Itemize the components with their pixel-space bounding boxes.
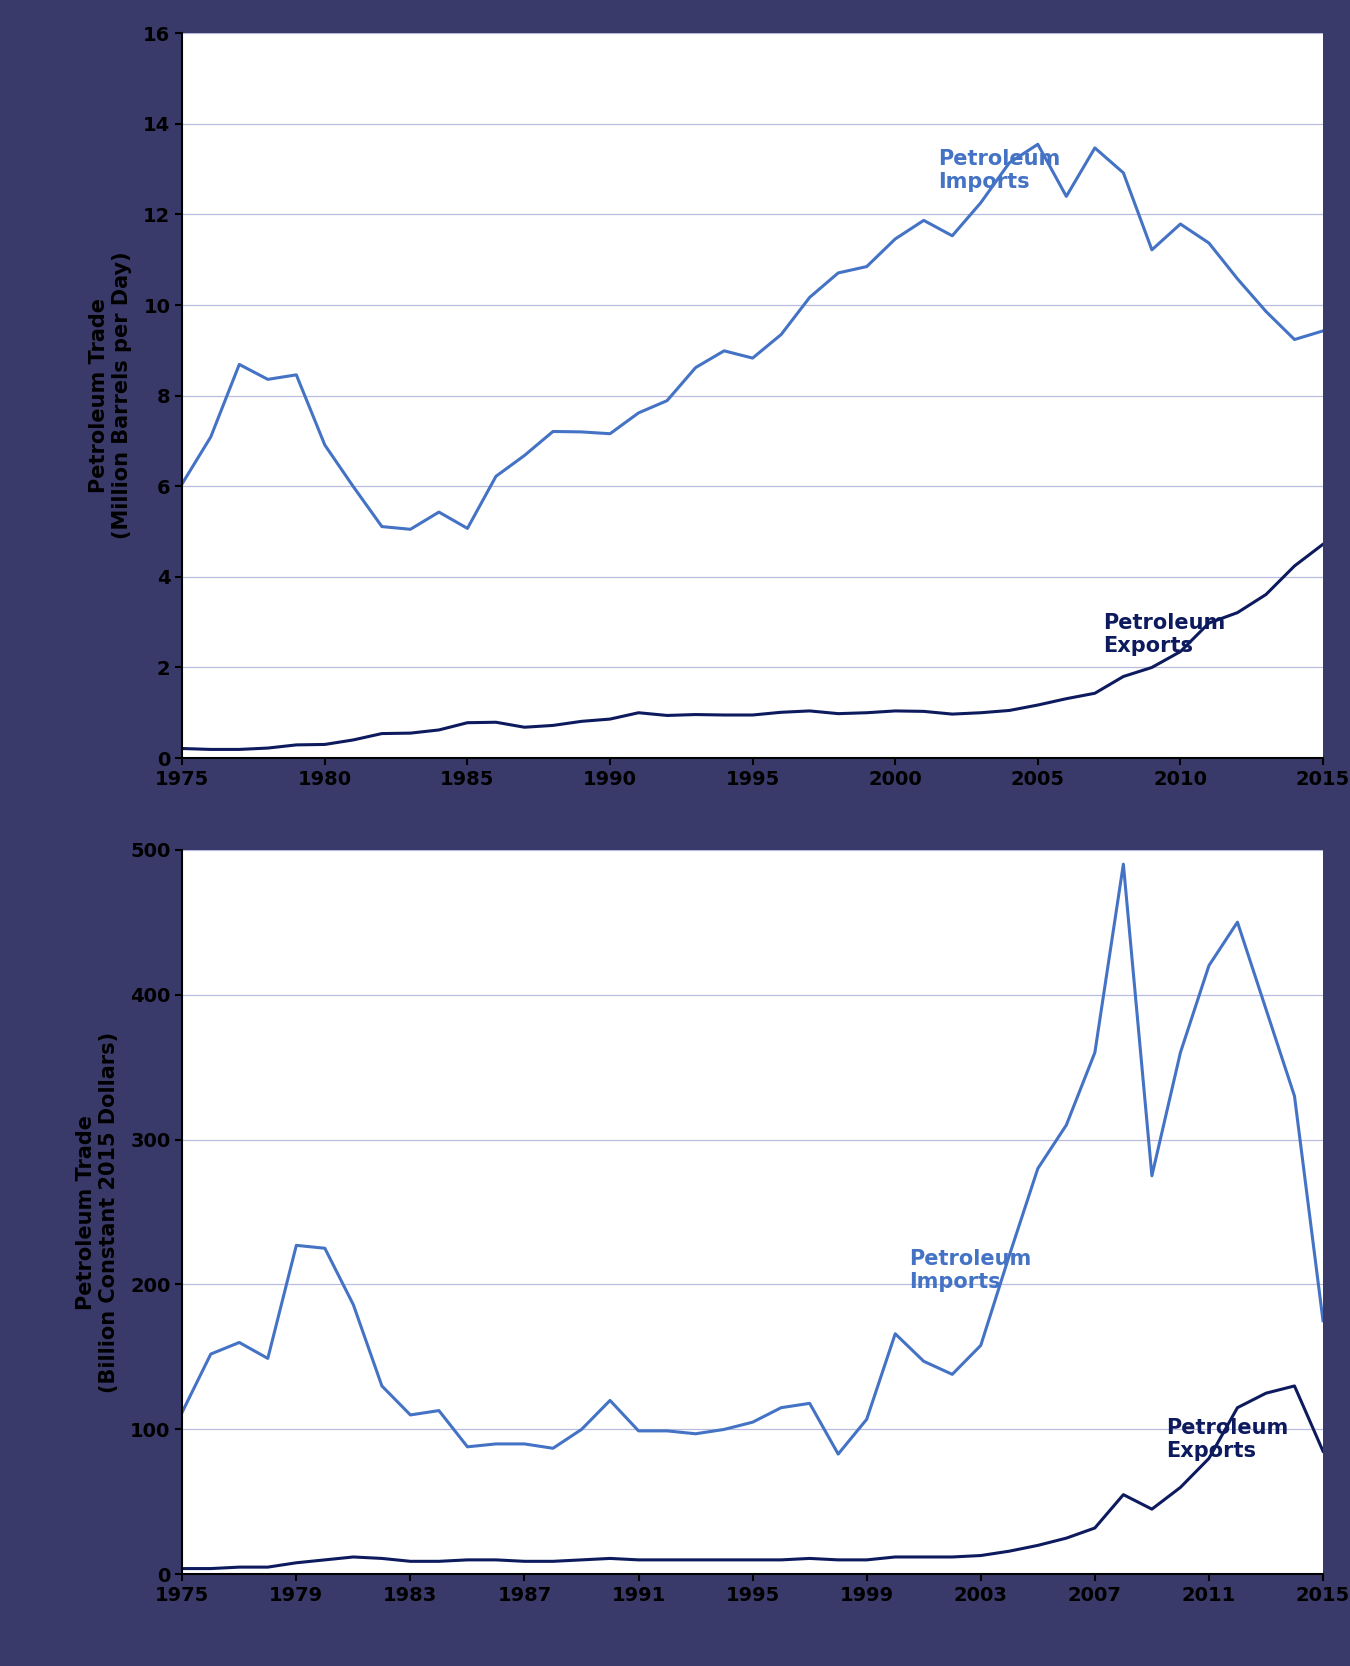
Text: Petroleum
Exports: Petroleum Exports [1166, 1418, 1288, 1461]
Text: Petroleum
Imports: Petroleum Imports [938, 148, 1060, 192]
Text: Petroleum
Exports: Petroleum Exports [1103, 613, 1226, 656]
Y-axis label: Petroleum Trade
(Million Barrels per Day): Petroleum Trade (Million Barrels per Day… [89, 252, 132, 540]
Text: Petroleum
Imports: Petroleum Imports [910, 1248, 1031, 1291]
Y-axis label: Petroleum Trade
(Billion Constant 2015 Dollars): Petroleum Trade (Billion Constant 2015 D… [76, 1031, 119, 1393]
